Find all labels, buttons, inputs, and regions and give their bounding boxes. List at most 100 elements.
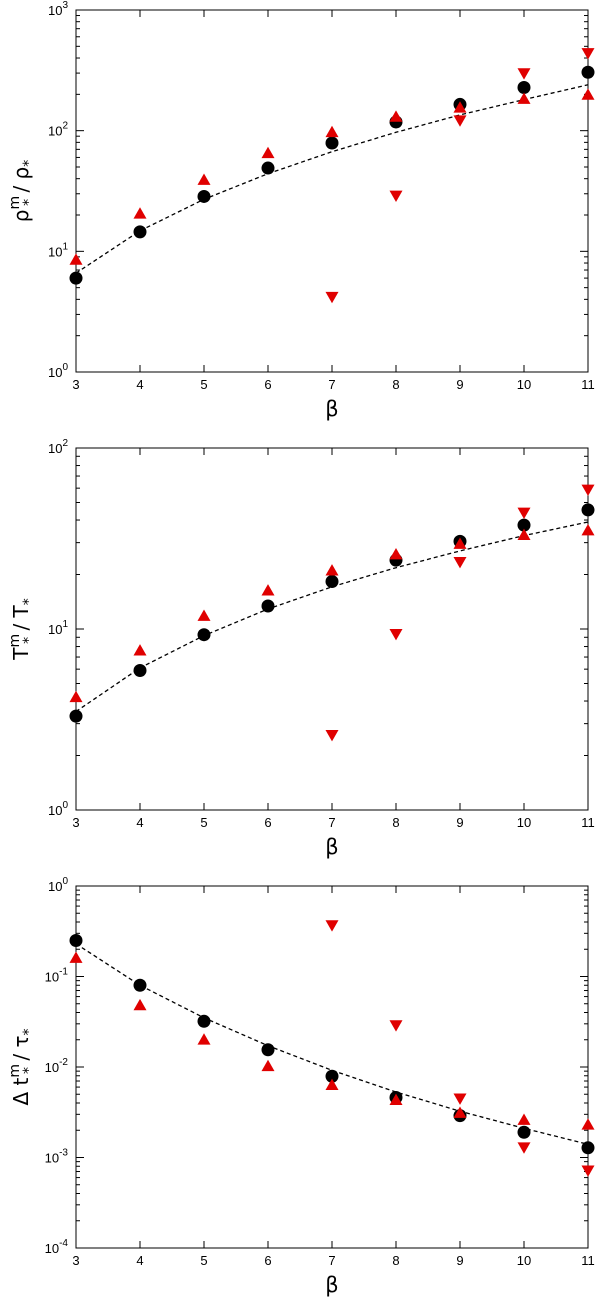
- data-point-circle: [133, 225, 147, 239]
- fit-curve: [75, 521, 589, 713]
- x-tick-label: 8: [392, 815, 399, 830]
- data-point-circle: [517, 80, 531, 94]
- plot-frame: [75, 447, 589, 811]
- y-tick-label: 101: [48, 241, 68, 259]
- data-point-triangle-down: [325, 920, 339, 932]
- data-point-triangle-up: [133, 207, 147, 219]
- chart-panel-2: 3 4 5 6 7 8 9 10 11 100 101 102 β Tm* / T*: [7, 438, 595, 859]
- chart-panel-1: 3 4 5 6 7 8 9 10 11 100 101 102 103 β ρm* / ρ*: [7, 0, 595, 421]
- fit-curve: [75, 84, 589, 274]
- data-point-circle: [261, 1043, 275, 1057]
- x-tick-label: 8: [392, 1253, 399, 1268]
- y-axis-title: Tm* / T*: [7, 598, 37, 661]
- data-point-triangle-up: [197, 609, 211, 621]
- data-point-triangle-down: [517, 68, 531, 80]
- data-point-circle: [261, 161, 275, 175]
- x-tick-label: 9: [456, 377, 463, 392]
- data-point-circle: [69, 709, 83, 723]
- data-point-triangle-up: [389, 1093, 403, 1106]
- x-axis-title: β: [325, 397, 338, 421]
- y-tick-label: 100: [48, 876, 68, 894]
- data-point-triangle-up: [261, 1059, 275, 1072]
- data-point-triangle-up: [261, 584, 275, 596]
- x-axis-title: β: [325, 1273, 338, 1297]
- data-point-circle: [581, 65, 595, 79]
- data-point-circle: [581, 1141, 595, 1155]
- data-point-circle: [133, 663, 147, 677]
- data-point-triangle-up: [517, 528, 531, 541]
- data-point-triangle-down: [389, 628, 403, 641]
- data-point-triangle-up: [197, 173, 211, 185]
- data-point-triangle-up: [133, 644, 147, 656]
- x-tick-label: 6: [264, 1253, 271, 1268]
- y-tick-label: 100: [48, 800, 68, 818]
- data-point-triangle-up: [453, 537, 467, 549]
- data-point-triangle-up: [389, 547, 403, 560]
- data-point-triangle-up: [197, 1033, 211, 1045]
- chart-panel-3: 3 4 5 6 7 8 9 10 11 10-4 10-3 10-2 10-1 100 β Δ tm* / τ…: [7, 876, 595, 1297]
- x-axis-title: β: [325, 835, 338, 859]
- y-tick-label: 100: [48, 362, 68, 380]
- data-point-triangle-down: [517, 1142, 531, 1154]
- x-tick-label: 4: [136, 815, 143, 830]
- y-tick-label: 101: [48, 619, 68, 637]
- data-point-circle: [69, 933, 83, 947]
- data-point-triangle-up: [261, 146, 275, 159]
- y-tick-label: 10-3: [45, 1148, 69, 1166]
- data-point-triangle-down: [581, 484, 595, 496]
- y-tick-label: 10-1: [45, 967, 69, 985]
- y-tick-label: 10-2: [45, 1057, 69, 1075]
- x-tick-label: 3: [72, 815, 79, 830]
- data-point-triangle-down: [389, 190, 403, 203]
- data-point-triangle-down: [325, 291, 339, 304]
- x-tick-label: 3: [72, 1253, 79, 1268]
- x-tick-label: 5: [200, 1253, 207, 1268]
- data-point-triangle-up: [69, 253, 83, 265]
- data-point-circle: [325, 136, 339, 150]
- x-tick-label: 10: [517, 815, 531, 830]
- data-point-circle: [517, 1125, 531, 1139]
- y-tick-label: 102: [48, 121, 68, 139]
- x-tick-label: 11: [581, 815, 595, 830]
- data-point-triangle-up: [453, 101, 467, 113]
- data-point-circle: [197, 189, 211, 203]
- data-point-triangle-down: [389, 1020, 403, 1032]
- y-tick-label: 102: [48, 438, 68, 456]
- data-point-circle: [197, 628, 211, 642]
- x-tick-label: 4: [136, 1253, 143, 1268]
- x-tick-label: 7: [328, 815, 335, 830]
- y-axis-title: Δ tm* / τ*: [7, 1028, 37, 1105]
- data-point-circle: [69, 271, 83, 285]
- data-point-triangle-down: [453, 115, 467, 127]
- data-point-triangle-up: [517, 92, 531, 104]
- data-point-triangle-up: [517, 1113, 531, 1125]
- x-tick-label: 11: [581, 1253, 595, 1268]
- data-point-circle: [325, 574, 339, 588]
- plot-frame: [75, 885, 589, 1249]
- x-tick-label: 6: [264, 377, 271, 392]
- plot-frame: [75, 9, 589, 373]
- data-point-triangle-up: [69, 690, 83, 703]
- y-axis-title: ρm* / ρ*: [7, 160, 37, 223]
- x-tick-label: 11: [581, 377, 595, 392]
- x-tick-label: 5: [200, 815, 207, 830]
- x-tick-label: 9: [456, 815, 463, 830]
- y-tick-label: 103: [48, 0, 68, 18]
- data-point-triangle-down: [581, 48, 595, 60]
- data-point-triangle-down: [517, 507, 531, 520]
- x-tick-label: 8: [392, 377, 399, 392]
- x-tick-label: 7: [328, 377, 335, 392]
- data-point-triangle-up: [325, 125, 339, 138]
- fit-curve: [75, 943, 589, 1145]
- y-tick-label: 10-4: [45, 1238, 69, 1256]
- data-point-circle: [133, 978, 147, 992]
- x-tick-label: 7: [328, 1253, 335, 1268]
- x-tick-label: 10: [517, 377, 531, 392]
- data-point-triangle-up: [133, 998, 147, 1011]
- data-point-triangle-up: [581, 524, 595, 536]
- data-point-triangle-up: [325, 1078, 339, 1091]
- x-tick-label: 5: [200, 377, 207, 392]
- data-point-triangle-up: [581, 1118, 595, 1130]
- x-tick-label: 4: [136, 377, 143, 392]
